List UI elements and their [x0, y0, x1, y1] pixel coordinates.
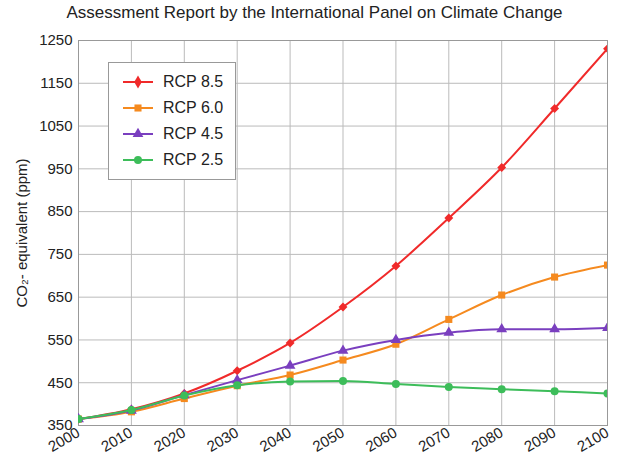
svg-text:2040: 2040 — [257, 424, 294, 455]
svg-text:2090: 2090 — [521, 424, 558, 455]
svg-text:CO₂- equivalent (ppm): CO₂- equivalent (ppm) — [13, 158, 30, 307]
svg-text:850: 850 — [47, 202, 72, 219]
svg-text:1050: 1050 — [39, 117, 72, 134]
svg-text:350: 350 — [47, 416, 73, 434]
svg-text:950: 950 — [47, 160, 72, 177]
html-text:RCP 6.0: RCP 6.0 — [163, 99, 224, 116]
svg-text:450: 450 — [47, 374, 72, 391]
svg-text:2080: 2080 — [468, 424, 505, 455]
svg-text:550: 550 — [47, 331, 72, 348]
html-text:Assessment Report by the Inter: Assessment Report by the International P… — [66, 3, 563, 22]
svg-text:750: 750 — [47, 245, 72, 262]
svg-text:2070: 2070 — [415, 424, 452, 455]
svg-text:650: 650 — [47, 288, 72, 305]
svg-text:2000: 2000 — [45, 424, 82, 455]
svg-text:2020: 2020 — [151, 424, 188, 455]
svg-text:2100: 2100 — [574, 424, 611, 455]
svg-text:2050: 2050 — [309, 424, 346, 455]
svg-text:1250: 1250 — [39, 31, 72, 48]
svg-text:2010: 2010 — [98, 424, 135, 455]
html-text:RCP 4.5: RCP 4.5 — [163, 125, 224, 142]
html-text:RCP 8.5: RCP 8.5 — [163, 73, 224, 90]
svg-text:2060: 2060 — [362, 424, 399, 455]
svg-text:1150: 1150 — [40, 74, 72, 91]
svg-text:2030: 2030 — [204, 424, 241, 455]
html-text:RCP 2.5: RCP 2.5 — [163, 151, 224, 168]
